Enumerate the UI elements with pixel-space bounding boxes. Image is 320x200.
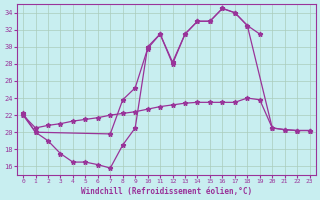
X-axis label: Windchill (Refroidissement éolien,°C): Windchill (Refroidissement éolien,°C): [81, 187, 252, 196]
